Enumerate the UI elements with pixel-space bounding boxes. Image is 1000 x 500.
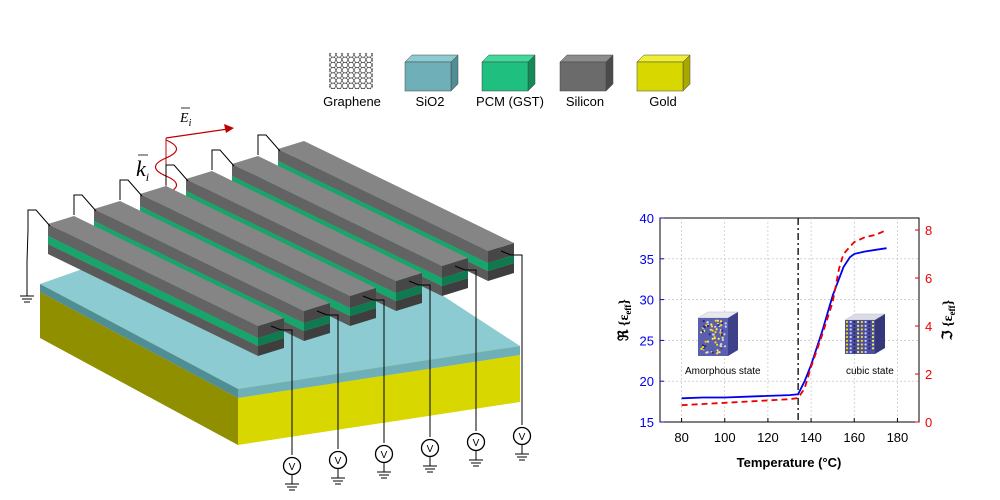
y-left-axis-title: ℜ {εeff}: [617, 299, 633, 341]
y-right-tick-label: 2: [925, 367, 932, 382]
voltage-source-icon: V: [512, 426, 532, 461]
legend-label-silicon: Silicon: [566, 94, 604, 109]
front-wire: [500, 250, 523, 425]
x-axis-title: Temperature (°C): [737, 455, 842, 470]
front-wire: [270, 325, 293, 455]
y-right-tick-label: 8: [925, 223, 932, 238]
y-right-axis-ticks: 0 2 4 6 8: [915, 223, 932, 430]
front-wire: [362, 295, 385, 443]
cubic-structure-image: [844, 313, 886, 354]
legend-item-sio2: SiO2: [404, 54, 459, 109]
chart-series: [681, 229, 887, 407]
back-wire: [211, 149, 235, 170]
x-tick-label: 140: [800, 430, 822, 445]
device-strip: [26, 209, 293, 455]
k-vector-symbol: ki: [136, 156, 149, 184]
voltage-sources: V V V V V V: [282, 426, 532, 491]
front-wire: [316, 310, 339, 449]
ground-left-icon: [20, 262, 34, 303]
front-wire: [454, 265, 477, 431]
voltage-label: V: [289, 462, 296, 473]
voltage-label: V: [335, 456, 342, 467]
e-field-arrowhead-icon: [224, 124, 234, 133]
permittivity-chart: 80 100 120 140 160 180 15 20 25 30 35 40 0 2 4 6 8 Amo…: [617, 211, 957, 470]
y-left-tick-label: 20: [640, 374, 654, 389]
chart-grid: [660, 218, 919, 422]
x-tick-label: 100: [714, 430, 736, 445]
e-field-arrow: [165, 128, 229, 139]
y-left-tick-label: 30: [640, 293, 654, 308]
voltage-label: V: [381, 450, 388, 461]
y-left-tick-label: 25: [640, 333, 654, 348]
legend-item-silicon: Silicon: [559, 54, 614, 109]
gold-substrate-front: [238, 355, 520, 445]
back-wire: [165, 164, 189, 185]
legend-item-pcm: PCM (GST): [476, 54, 544, 109]
x-tick-label: 180: [887, 430, 909, 445]
imag-permittivity-line: [681, 229, 887, 407]
front-wire: [408, 280, 431, 437]
y-left-tick-label: 35: [640, 252, 654, 267]
back-wire: [119, 179, 143, 200]
legend-label-sio2: SiO2: [416, 94, 445, 109]
back-wire: [27, 209, 51, 230]
sio2-cube-icon: [404, 54, 459, 63]
x-tick-label: 160: [843, 430, 865, 445]
y-left-tick-label: 40: [640, 211, 654, 226]
voltage-source-icon: V: [420, 438, 440, 473]
e-field-symbol: Ei: [179, 111, 192, 129]
voltage-label: V: [519, 432, 526, 443]
y-right-tick-label: 6: [925, 271, 932, 286]
y-left-axis-ticks: 15 20 25 30 35 40: [640, 211, 664, 430]
y-right-tick-label: 4: [925, 319, 932, 334]
amorphous-structure-image: [697, 311, 739, 356]
back-wire: [257, 134, 281, 155]
gold-substrate-left: [40, 292, 238, 445]
graphene-swatch-icon: [329, 53, 373, 89]
y-right-axis-title: ℑ {εeff}: [941, 299, 957, 341]
voltage-label: V: [473, 438, 480, 449]
y-right-tick-label: 0: [925, 415, 932, 430]
voltage-source-icon: V: [282, 456, 302, 491]
silicon-cube-icon: [559, 54, 614, 63]
legend-label-pcm: PCM (GST): [476, 94, 544, 109]
y-left-tick-label: 15: [640, 415, 654, 430]
legend-label-graphene: Graphene: [323, 94, 381, 109]
pcm-cube-icon: [481, 54, 536, 63]
sio2-layer-left: [40, 284, 238, 398]
cubic-state-label: cubic state: [846, 366, 894, 377]
sio2-layer-front: [238, 346, 520, 398]
back-wire: [73, 194, 97, 215]
graphene-pcm-device: V V V V V V: [20, 134, 532, 491]
voltage-label: V: [427, 444, 434, 455]
voltage-source-icon: V: [328, 450, 348, 485]
legend-label-gold: Gold: [649, 94, 676, 109]
voltage-source-icon: V: [374, 444, 394, 479]
x-tick-label: 120: [757, 430, 779, 445]
amorphous-state-label: Amorphous state: [685, 366, 761, 377]
x-tick-label: 80: [674, 430, 688, 445]
strip-array: [26, 134, 523, 455]
legend-item-graphene: Graphene: [323, 53, 381, 109]
gold-cube-icon: [636, 54, 691, 63]
voltage-source-icon: V: [466, 432, 486, 467]
x-axis-ticks: 80 100 120 140 160 180: [674, 418, 908, 445]
legend-item-gold: Gold: [636, 54, 691, 109]
legend: Graphene SiO2 PCM (GST) Silicon: [323, 53, 691, 109]
